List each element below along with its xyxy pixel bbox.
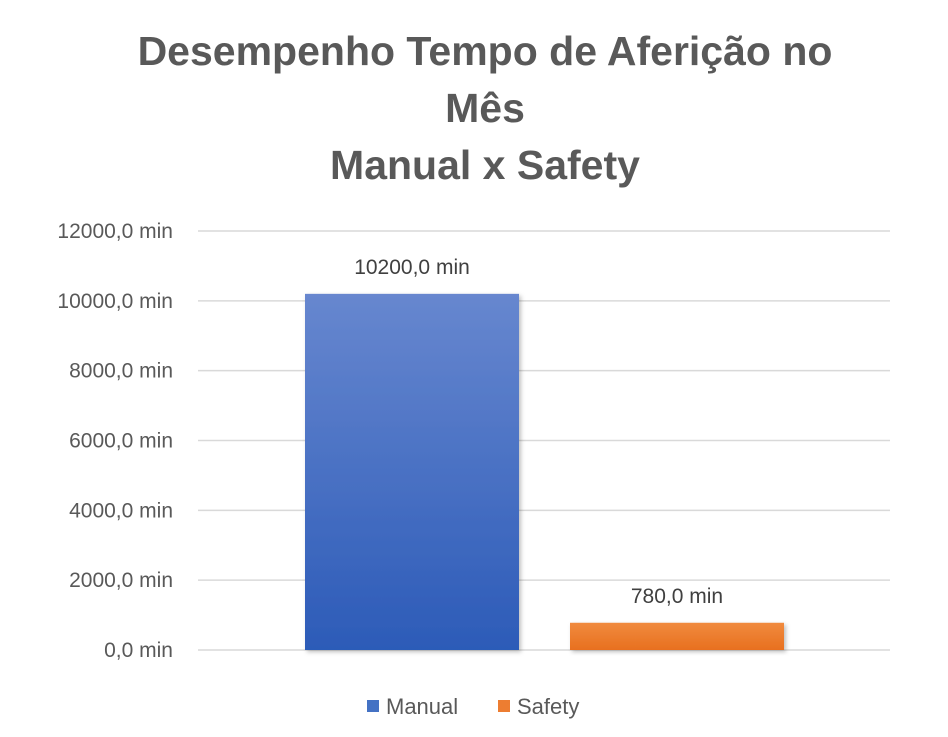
chart-title-line-2: Mês [445, 85, 525, 131]
y-tick-label: 8000,0 min [69, 360, 173, 383]
data-label-safety: 780,0 min [631, 585, 723, 608]
chart-title-line-1: Desempenho Tempo de Aferição no [138, 28, 833, 74]
y-tick-label: 4000,0 min [69, 499, 173, 522]
bar-manual [305, 293, 519, 650]
y-tick-label: 12000,0 min [57, 220, 173, 243]
chart-title: Desempenho Tempo de Aferição no Mês Manu… [138, 28, 833, 188]
legend-label-manual: Manual [386, 694, 458, 719]
legend-label-safety: Safety [517, 694, 579, 719]
legend: Manual Safety [367, 694, 579, 719]
y-tick-label: 6000,0 min [69, 430, 173, 453]
legend-swatch-safety [498, 700, 510, 712]
legend-swatch-manual [367, 700, 379, 712]
y-axis-tick-labels: 0,0 min 2000,0 min 4000,0 min 6000,0 min 800… [57, 220, 173, 662]
data-labels: 10200,0 min 780,0 min [354, 256, 723, 608]
chart-title-line-3: Manual x Safety [330, 142, 640, 188]
bars [305, 293, 784, 650]
bar-safety [570, 622, 784, 650]
data-label-manual: 10200,0 min [354, 256, 470, 279]
gridlines [198, 230, 890, 651]
y-tick-label: 2000,0 min [69, 569, 173, 592]
y-tick-label: 10000,0 min [57, 290, 173, 313]
y-tick-label: 0,0 min [104, 639, 173, 662]
